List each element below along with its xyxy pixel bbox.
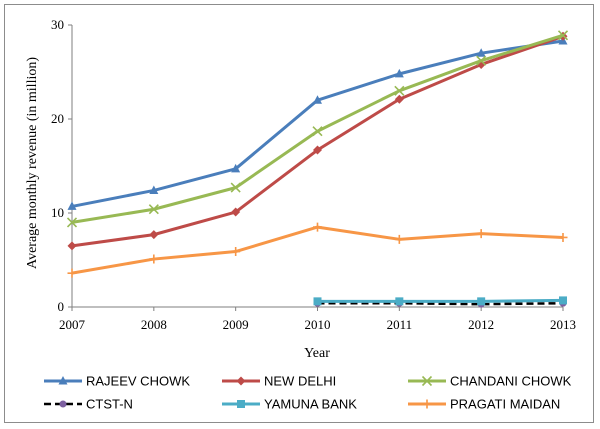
data-point-new-delhi — [149, 230, 159, 240]
legend-label-new-delhi: NEW DELHI — [264, 374, 336, 389]
series-new-delhi — [67, 31, 568, 251]
data-point-rajeev-chowk — [394, 68, 404, 78]
legend-label-chandani-chowk: CHANDANI CHOWK — [450, 374, 572, 389]
legend-label-ctst-n: CTST-N — [86, 397, 133, 412]
legend-item-rajeev-chowk: RAJEEV CHOWK — [44, 374, 190, 389]
series-line-yamuna-bank — [317, 298, 564, 303]
y-tick-label: 30 — [51, 17, 64, 32]
series-pragati-maidan — [67, 222, 568, 278]
data-point-chandani-chowk — [148, 204, 159, 215]
x-tick-label: 2008 — [141, 317, 167, 332]
y-axis-title: Average monthly revenue (in million) — [25, 57, 40, 269]
data-point-rajeev-chowk — [149, 185, 159, 194]
data-point-chandani-chowk — [394, 85, 405, 96]
data-point-pragati-maidan — [313, 222, 322, 232]
chart-frame — [4, 4, 594, 423]
data-point-rajeev-chowk — [67, 201, 77, 210]
data-point-pragati-maidan — [67, 268, 77, 278]
data-point-chandani-chowk — [476, 55, 487, 66]
x-tick-label: 2009 — [223, 317, 249, 332]
data-point-pragati-maidan — [476, 229, 486, 239]
x-tick-label: 2010 — [305, 317, 331, 332]
series-chandani-chowk — [66, 30, 569, 228]
data-point-chandani-chowk — [66, 217, 78, 228]
legend-label-yamuna-bank: YAMUNA BANK — [264, 397, 357, 412]
legend-marker-rajeev-chowk — [58, 376, 68, 385]
data-point-rajeev-chowk — [476, 48, 486, 57]
legend-item-yamuna-bank: YAMUNA BANK — [222, 397, 357, 412]
series-line-rajeev-chowk — [71, 39, 564, 208]
data-point-new-delhi — [313, 145, 322, 155]
legend-label-pragati-maidan: PRAGATI MAIDAN — [450, 397, 560, 412]
x-tick-label: 2011 — [387, 317, 413, 332]
data-point-pragati-maidan — [149, 254, 159, 264]
series-yamuna-bank — [313, 296, 567, 306]
legend-item-ctst-n: CTST-N — [44, 397, 133, 412]
series-line-chandani-chowk — [71, 33, 564, 224]
legend-marker-pragati-maidan — [422, 399, 432, 409]
data-point-pragati-maidan — [394, 234, 404, 244]
data-point-new-delhi — [394, 94, 404, 104]
data-point-pragati-maidan — [558, 232, 568, 242]
data-point-chandani-chowk — [557, 30, 569, 41]
series-line-ctst-n — [317, 301, 564, 306]
data-point-rajeev-chowk — [313, 95, 322, 104]
x-tick-label: 2012 — [468, 317, 494, 332]
y-tick-label: 10 — [51, 205, 64, 220]
legend-item-chandani-chowk: CHANDANI CHOWK — [408, 374, 572, 389]
data-point-new-delhi — [67, 241, 77, 251]
legend-marker-new-delhi — [236, 376, 246, 386]
legend: RAJEEV CHOWK NEW DELHI CHANDANI CHOWK CTST-… — [44, 374, 572, 412]
data-point-yamuna-bank — [313, 297, 322, 306]
data-point-new-delhi — [231, 207, 241, 217]
x-tick-label: 2013 — [550, 317, 576, 332]
x-tick-label: 2007 — [59, 317, 86, 332]
legend-item-pragati-maidan: PRAGATI MAIDAN — [408, 397, 560, 412]
axes: 0 10 20 30 2007 2008 2009 2010 2011 2012 2013 — [51, 17, 576, 332]
y-tick-label: 20 — [51, 111, 64, 126]
legend-item-new-delhi: NEW DELHI — [222, 374, 336, 389]
legend-marker-yamuna-bank — [237, 400, 245, 408]
data-point-yamuna-bank — [559, 296, 567, 305]
data-point-yamuna-bank — [395, 297, 404, 306]
x-axis-title: Year — [304, 346, 330, 361]
data-point-yamuna-bank — [477, 297, 486, 306]
legend-marker-chandani-chowk — [421, 375, 433, 387]
series-layer — [66, 30, 569, 308]
data-point-new-delhi — [476, 59, 486, 69]
legend-label-rajeev-chowk: RAJEEV CHOWK — [86, 374, 190, 389]
data-point-chandani-chowk — [230, 182, 241, 193]
series-line-pragati-maidan — [71, 225, 564, 275]
data-point-chandani-chowk — [312, 126, 323, 137]
series-line-new-delhi — [71, 34, 564, 248]
data-point-rajeev-chowk — [231, 163, 241, 173]
y-tick-label: 0 — [58, 299, 65, 314]
legend-marker-ctst-n — [59, 400, 67, 408]
data-point-pragati-maidan — [231, 247, 241, 257]
